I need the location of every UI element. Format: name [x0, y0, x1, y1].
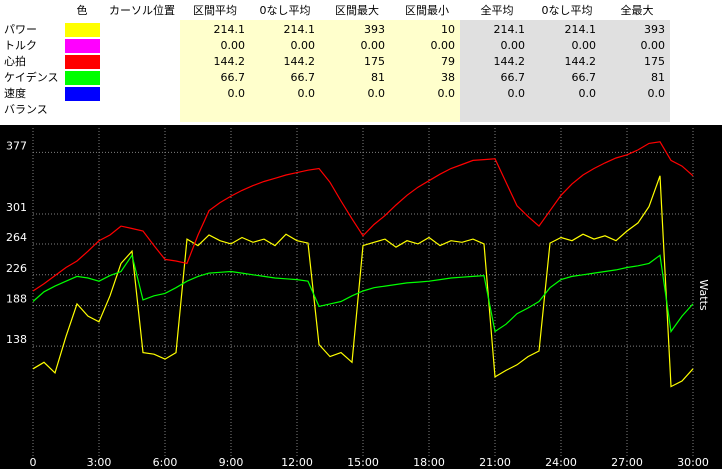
cell-value: 144.2	[214, 55, 246, 68]
cell-value: 393	[644, 23, 665, 36]
row-label: 心拍	[4, 54, 26, 68]
cell-value: 66.7	[291, 71, 316, 84]
cell-value: 0.00	[641, 39, 666, 52]
cell-value: 214.1	[214, 23, 246, 36]
cell-value: 38	[441, 71, 455, 84]
column-header: 0なし平均	[260, 4, 311, 17]
x-tick-label: 6:00	[153, 456, 178, 469]
series-line	[32, 141, 694, 292]
column-header: 0なし平均	[542, 4, 593, 17]
x-tick-label: 30:00	[677, 456, 709, 469]
cell-value: 0.0	[228, 87, 246, 100]
color-swatch	[65, 23, 100, 37]
cell-value: 0.00	[572, 39, 597, 52]
column-header: カーソル位置	[109, 3, 175, 17]
cell-value: 0.00	[501, 39, 526, 52]
column-header: 色	[77, 3, 88, 17]
column-header: 区間最大	[335, 3, 379, 17]
cell-value: 214.1	[494, 23, 526, 36]
row-label: 速度	[4, 86, 26, 100]
column-header: 全平均	[481, 3, 514, 17]
y-tick-label: 188	[6, 293, 27, 306]
total-bg	[460, 20, 670, 122]
cell-value: 0.0	[368, 87, 386, 100]
column-header: 区間平均	[193, 4, 237, 17]
x-tick-label: 9:00	[219, 456, 244, 469]
x-tick-label: 15:00	[347, 456, 379, 469]
cell-value: 214.1	[284, 23, 316, 36]
chart-bg	[0, 125, 722, 469]
row-label: パワー	[4, 23, 37, 36]
cell-value: 66.7	[572, 71, 597, 84]
series-line	[32, 175, 694, 388]
cell-value: 0.0	[579, 87, 597, 100]
y-tick-label: 226	[6, 262, 27, 275]
y-tick-label: 264	[6, 231, 27, 244]
y-tick-label: 301	[6, 201, 27, 214]
cell-value: 0.0	[508, 87, 526, 100]
cell-value: 10	[441, 23, 455, 36]
cell-value: 175	[364, 55, 385, 68]
cell-value: 79	[441, 55, 455, 68]
cell-value: 0.00	[291, 39, 316, 52]
cell-value: 0.00	[221, 39, 246, 52]
x-tick-label: 18:00	[413, 456, 445, 469]
color-swatch	[65, 71, 100, 85]
section-bg	[180, 20, 460, 122]
cell-value: 393	[364, 23, 385, 36]
y-axis-label: Watts	[697, 279, 710, 311]
color-swatch	[65, 55, 100, 69]
color-swatch	[65, 87, 100, 101]
x-tick-label: 3:00	[87, 456, 112, 469]
cell-value: 214.1	[565, 23, 597, 36]
y-tick-label: 377	[6, 139, 27, 152]
cell-value: 144.2	[565, 55, 597, 68]
cell-value: 81	[651, 71, 665, 84]
row-label: ケイデンス	[4, 70, 59, 84]
row-label: トルク	[4, 39, 37, 52]
cell-value: 66.7	[221, 71, 246, 84]
row-label: バランス	[4, 103, 48, 116]
column-header: 区間最小	[405, 4, 449, 17]
y-tick-label: 138	[6, 333, 27, 346]
series-line	[32, 253, 694, 334]
cell-value: 144.2	[284, 55, 316, 68]
cell-value: 0.0	[648, 87, 666, 100]
cell-value: 0.00	[431, 39, 456, 52]
cell-value: 0.0	[298, 87, 316, 100]
x-tick-label: 21:00	[479, 456, 511, 469]
x-tick-label: 0	[30, 456, 37, 469]
cell-value: 175	[644, 55, 665, 68]
cell-value: 0.0	[438, 87, 456, 100]
x-tick-label: 27:00	[611, 456, 643, 469]
cell-value: 144.2	[494, 55, 526, 68]
color-swatch	[65, 39, 100, 53]
cell-value: 66.7	[501, 71, 526, 84]
x-tick-label: 24:00	[545, 456, 577, 469]
column-header: 全最大	[621, 3, 654, 17]
cell-value: 81	[371, 71, 385, 84]
cell-value: 0.00	[361, 39, 386, 52]
x-tick-label: 12:00	[281, 456, 313, 469]
